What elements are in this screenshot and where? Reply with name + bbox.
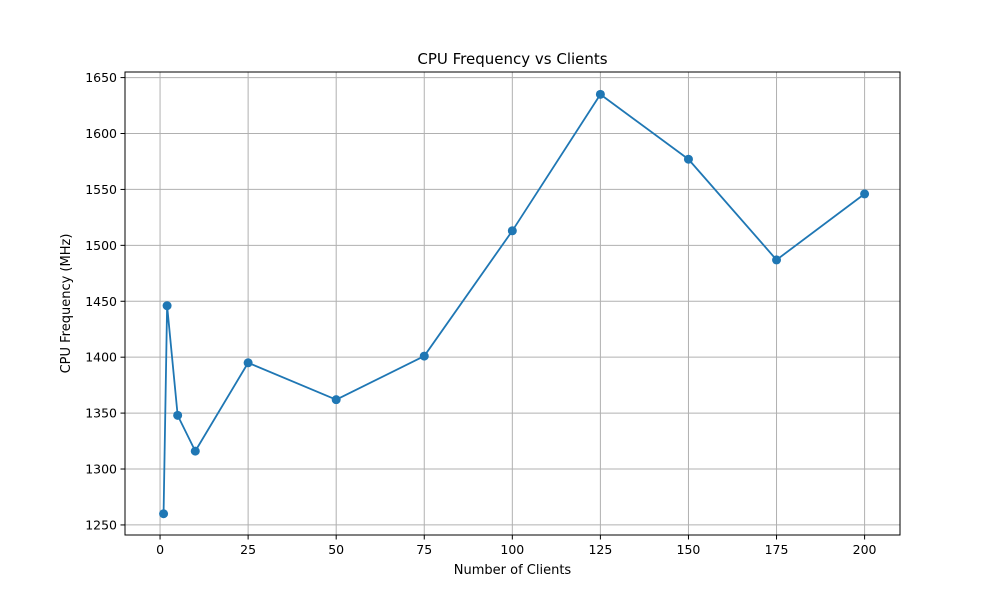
axis-ticks: 0 25 50 75 100 125 150 175 200 1250 1300 1350 1400 14… [85, 70, 876, 557]
x-tick-label: 50 [328, 542, 344, 557]
series-line [162, 93, 866, 515]
x-tick-label: 150 [677, 542, 701, 557]
data-point [173, 410, 183, 420]
data-point [419, 351, 429, 361]
x-tick-label: 100 [500, 542, 524, 557]
data-point [331, 395, 341, 405]
y-tick-label: 1350 [85, 406, 117, 421]
y-tick-label: 1250 [85, 517, 117, 532]
grid-lines [125, 72, 900, 535]
y-axis-label: CPU Frequency (MHz) [59, 234, 74, 374]
data-point [162, 301, 172, 311]
y-tick-label: 1500 [85, 238, 117, 253]
data-point [595, 89, 605, 99]
x-tick-label: 75 [416, 542, 432, 557]
x-tick-label: 200 [853, 542, 877, 557]
data-point [190, 446, 200, 456]
x-tick-label: 25 [240, 542, 256, 557]
y-tick-label: 1550 [85, 182, 117, 197]
data-point [860, 189, 870, 199]
y-tick-label: 1450 [85, 294, 117, 309]
y-tick-label: 1400 [85, 350, 117, 365]
data-series [159, 89, 870, 519]
data-point [159, 509, 169, 519]
x-tick-label: 175 [765, 542, 789, 557]
x-tick-label: 0 [156, 542, 164, 557]
chart-title: CPU Frequency vs Clients [417, 50, 607, 68]
x-axis-label: Number of Clients [454, 563, 572, 578]
y-tick-label: 1300 [85, 462, 117, 477]
data-point [243, 358, 253, 368]
y-tick-label: 1650 [85, 70, 117, 85]
data-point [772, 255, 782, 265]
data-point [507, 226, 517, 236]
x-tick-label: 125 [588, 542, 612, 557]
y-tick-label: 1600 [85, 126, 117, 141]
data-point [683, 154, 693, 164]
